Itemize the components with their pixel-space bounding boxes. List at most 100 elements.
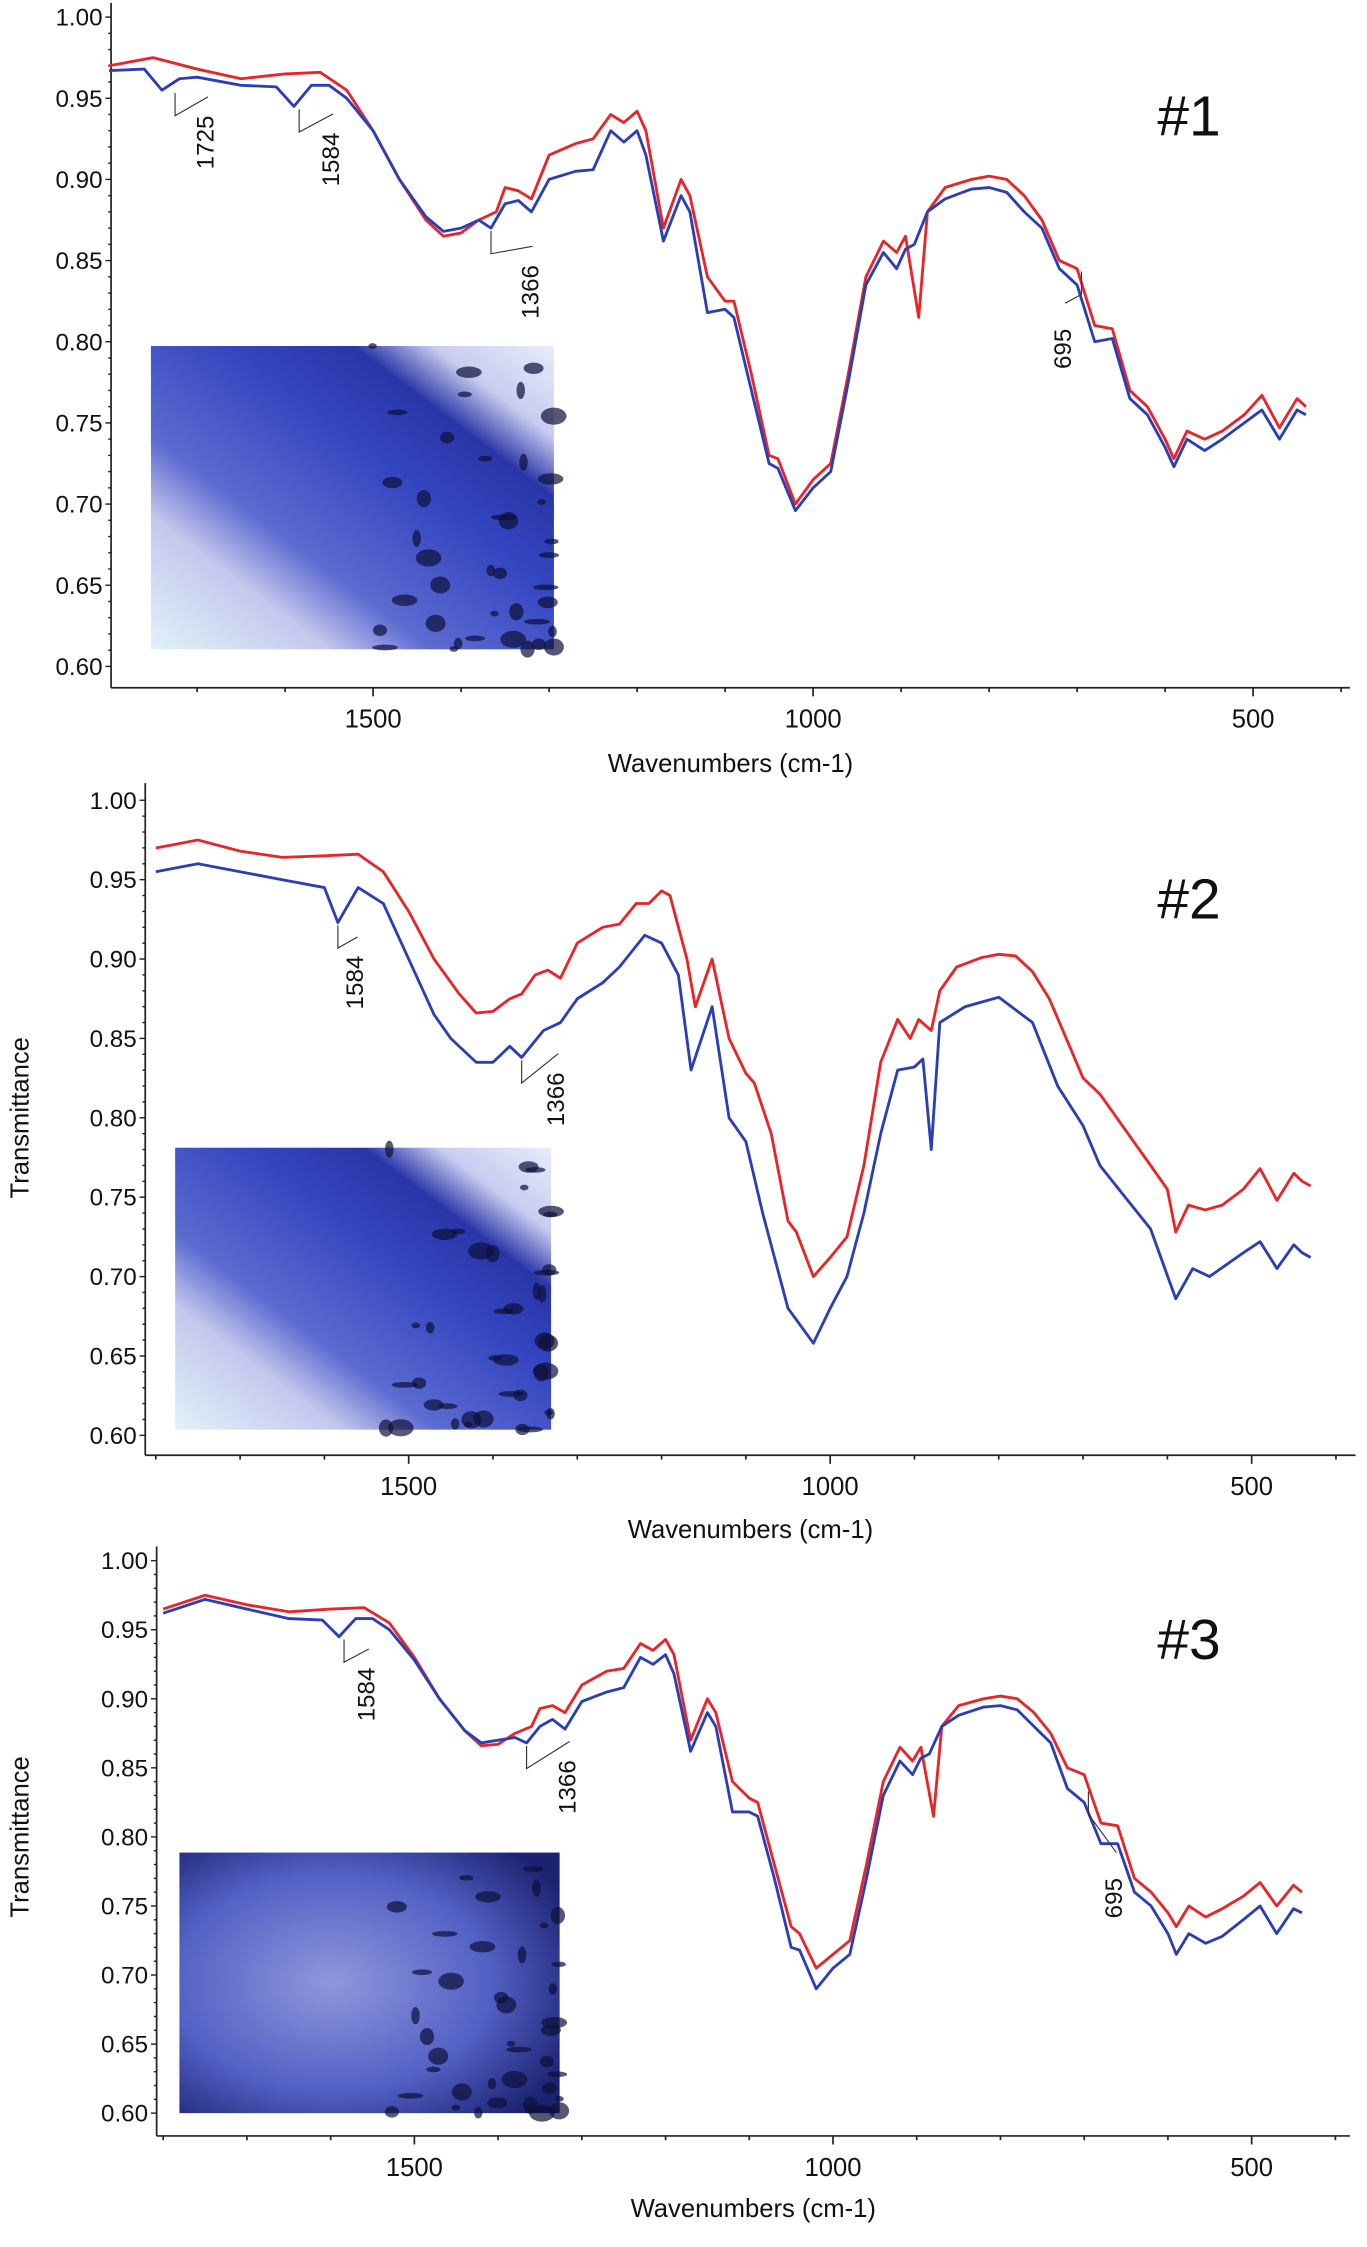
peak-annotation: 695 xyxy=(1101,1878,1128,1918)
y-tick-label: 0.85 xyxy=(55,248,102,275)
micrograph-speckle xyxy=(412,529,421,547)
y-tick-label: 0.60 xyxy=(55,654,102,681)
micrograph-speckle xyxy=(503,1303,524,1315)
micrograph-speckle xyxy=(515,1423,530,1436)
micrograph-speckle xyxy=(522,1866,543,1872)
micrograph-speckle xyxy=(532,1282,542,1300)
micrograph-speckle xyxy=(547,2071,568,2078)
micrograph-speckle xyxy=(451,2083,472,2101)
micrograph-speckle xyxy=(450,1228,466,1235)
micrograph-speckle xyxy=(372,644,398,651)
micrograph-speckle xyxy=(544,538,559,545)
chart-panel-1: 1.00 0.95 0.90 0.85 0.80 0.75 0.70 0.65 0.60 1500… xyxy=(55,2,1350,778)
micrograph-speckle xyxy=(532,584,559,591)
y-tick-label: 0.75 xyxy=(90,1185,137,1212)
micrograph-speckle xyxy=(457,391,472,398)
micrograph-speckle xyxy=(386,1901,407,1913)
micrograph-speckle xyxy=(438,1972,464,1990)
micrograph-speckle xyxy=(426,2066,441,2073)
micrograph-speckle xyxy=(463,1421,473,1428)
micrograph-speckle xyxy=(416,490,432,508)
micrograph-speckle xyxy=(519,1184,529,1191)
y-axis-label: Transmittance xyxy=(6,1037,34,1198)
micrograph-speckle xyxy=(477,455,493,462)
annotation-leader xyxy=(1064,271,1083,304)
micrograph-speckle xyxy=(428,2047,449,2065)
spectrum-line-red xyxy=(155,838,1312,1278)
peak-annotation: 695 xyxy=(1050,329,1077,369)
annotation-leader xyxy=(1087,1791,1117,1853)
micrograph-speckle xyxy=(425,1321,435,1334)
micrograph-speckle xyxy=(548,625,557,638)
micrograph-speckle xyxy=(544,1409,553,1416)
micrograph-speckle xyxy=(506,2040,516,2047)
micrograph-speckle xyxy=(537,473,564,485)
micrograph-speckle xyxy=(432,1931,458,1937)
micrograph-speckle xyxy=(539,2055,555,2068)
micrograph-speckle xyxy=(524,618,550,625)
spectrum-line-blue xyxy=(109,67,1307,513)
micrograph-speckle xyxy=(533,1269,560,1276)
micrograph-speckle xyxy=(430,576,451,594)
y-tick-label: 0.85 xyxy=(90,1026,137,1053)
panel-label: #1 xyxy=(1157,84,1220,148)
micrograph-speckle xyxy=(411,2007,420,2025)
y-tick-label: 0.95 xyxy=(55,86,102,113)
y-axis-label: Transmittance xyxy=(6,1756,34,1917)
y-tick-label: 1.00 xyxy=(101,1548,148,1575)
y-tick-label: 0.80 xyxy=(90,1105,137,1132)
x-tick-label: 1000 xyxy=(802,1473,859,1501)
micrograph-speckle xyxy=(523,362,544,374)
micrograph-speckle xyxy=(456,366,482,378)
micrograph-speckle xyxy=(388,1419,414,1437)
y-tick-label: 0.90 xyxy=(90,947,137,974)
micrograph-speckle xyxy=(450,1418,460,1430)
peak-annotation: 1366 xyxy=(554,1760,581,1814)
annotation-leader xyxy=(343,1639,370,1664)
panel-label: #3 xyxy=(1157,1608,1220,1672)
micrograph-speckle xyxy=(391,594,418,606)
x-tick-label: 1000 xyxy=(785,706,842,734)
micrograph-speckle xyxy=(384,2106,399,2118)
peak-annotation: 1366 xyxy=(543,1072,570,1126)
micrograph-speckle xyxy=(538,1334,559,1352)
micrograph-speckle xyxy=(540,407,567,425)
micrograph-speckle xyxy=(492,567,508,579)
micrograph-speckle xyxy=(537,499,547,505)
micrograph-speckle xyxy=(368,343,377,349)
micrograph-speckle xyxy=(500,630,527,648)
micrograph-speckle xyxy=(372,624,388,636)
peak-annotation: 1366 xyxy=(517,265,544,319)
y-tick-label: 0.75 xyxy=(101,1894,148,1921)
micrograph-speckle xyxy=(539,552,560,558)
micrograph-speckle xyxy=(550,1906,566,1925)
micrograph-inset xyxy=(150,346,554,650)
micrograph-speckle xyxy=(391,1381,418,1388)
y-tick-label: 0.65 xyxy=(101,2032,148,2059)
micrograph-speckle xyxy=(525,1167,546,1173)
x-tick-label: 500 xyxy=(1230,1473,1273,1501)
y-tick-label: 0.95 xyxy=(90,867,137,894)
peak-annotation: 1584 xyxy=(318,133,345,187)
micrograph-speckle xyxy=(529,2104,555,2122)
peak-annotation: 1584 xyxy=(342,956,369,1010)
x-axis-label: Wavenumbers (cm-1) xyxy=(631,2195,876,2223)
spectrum-line-red xyxy=(108,56,1307,506)
y-tick-label: 0.60 xyxy=(101,2101,148,2128)
micrograph-speckle xyxy=(487,2097,508,2109)
micrograph-speckle xyxy=(485,1245,500,1263)
micrograph-speckle xyxy=(415,549,442,567)
panel-label: #2 xyxy=(1157,867,1220,931)
micrograph-speckle xyxy=(449,646,459,652)
y-tick-label: 1.00 xyxy=(90,788,137,815)
x-tick-label: 1500 xyxy=(345,706,402,734)
micrograph-speckle xyxy=(537,596,558,609)
micrograph-speckle xyxy=(542,2082,557,2094)
x-tick-label: 1500 xyxy=(386,2154,443,2182)
micrograph-speckle xyxy=(548,1983,558,1995)
micrograph-speckle xyxy=(506,2046,532,2053)
micrograph-speckle xyxy=(475,1891,501,1903)
micrograph-speckle xyxy=(451,2104,461,2111)
micrograph-speckle xyxy=(531,638,547,650)
